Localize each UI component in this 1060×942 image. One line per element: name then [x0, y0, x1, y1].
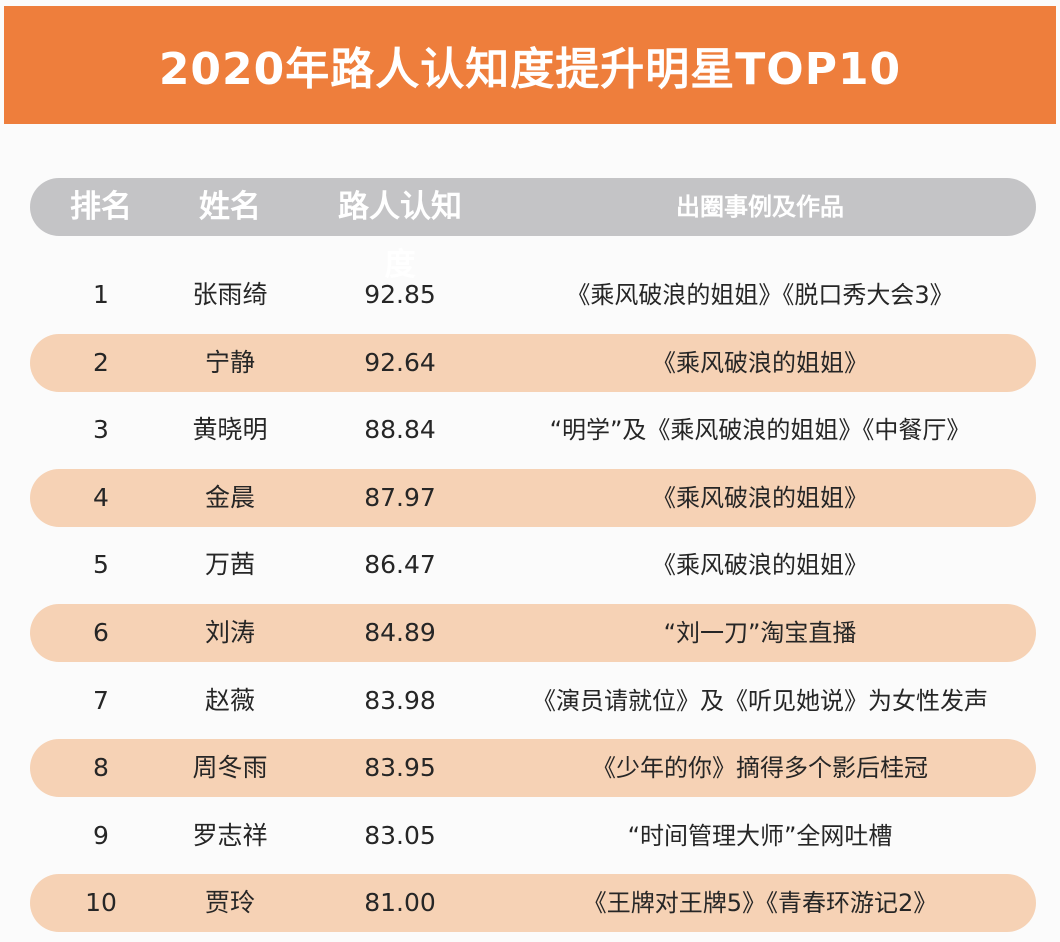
works-cell: 《演员请就位》及《听见她说》为女性发声 [532, 687, 988, 715]
works-cell: 《王牌对王牌5》《青春环游记2》 [582, 889, 938, 917]
rank-cell: 10 [85, 888, 117, 917]
table-row: 4 金晨 87.97 《乘风破浪的姐姐》 [30, 469, 1036, 527]
works-cell: “时间管理大师”全网吐槽 [627, 822, 893, 850]
name-cell: 罗志祥 [192, 821, 268, 850]
works-cell: 《少年的你》摘得多个影后桂冠 [592, 754, 928, 782]
table-row: 5 万茜 86.47 《乘风破浪的姐姐》 [30, 536, 1036, 594]
name-cell: 金晨 [204, 483, 255, 512]
table-row: 1 张雨绮 92.85 《乘风破浪的姐姐》《脱口秀大会3》 [30, 266, 1036, 324]
works-cell: 《乘风破浪的姐姐》 [652, 484, 868, 512]
table-row: 3 黄晓明 88.84 “明学”及《乘风破浪的姐姐》《中餐厅》 [30, 401, 1036, 459]
rank-cell: 1 [93, 280, 109, 309]
works-cell: “刘一刀”淘宝直播 [663, 619, 857, 647]
score-cell: 83.95 [364, 753, 436, 782]
score-cell: 84.89 [364, 618, 436, 647]
score-cell: 92.85 [364, 280, 436, 309]
header-rank: 排名 [70, 189, 132, 225]
rank-cell: 9 [93, 821, 109, 850]
header-works: 出圈事例及作品 [676, 193, 844, 221]
score-cell: 83.05 [364, 821, 436, 850]
score-cell: 88.84 [364, 415, 436, 444]
table-row: 8 周冬雨 83.95 《少年的你》摘得多个影后桂冠 [30, 739, 1036, 797]
name-cell: 赵薇 [204, 686, 255, 715]
rank-cell: 8 [93, 753, 109, 782]
page-title: 2020年路人认知度提升明星TOP10 [158, 44, 902, 95]
rank-cell: 5 [93, 550, 109, 579]
rank-cell: 4 [93, 483, 109, 512]
name-cell: 张雨绮 [192, 280, 268, 309]
works-cell: 《乘风破浪的姐姐》 [652, 349, 868, 377]
name-cell: 万茜 [204, 550, 255, 579]
table-row: 2 宁静 92.64 《乘风破浪的姐姐》 [30, 334, 1036, 392]
name-cell: 贾玲 [204, 888, 255, 917]
name-cell: 周冬雨 [192, 753, 268, 782]
rank-cell: 2 [93, 348, 109, 377]
score-cell: 92.64 [364, 348, 436, 377]
score-cell: 87.97 [364, 483, 436, 512]
table-row: 9 罗志祥 83.05 “时间管理大师”全网吐槽 [30, 807, 1036, 865]
table-row: 7 赵薇 83.98 《演员请就位》及《听见她说》为女性发声 [30, 672, 1036, 730]
rank-cell: 7 [93, 686, 109, 715]
rank-cell: 3 [93, 415, 109, 444]
table-header: 排名 姓名 路人认知度 出圈事例及作品 [30, 178, 1036, 283]
table-row: 6 刘涛 84.89 “刘一刀”淘宝直播 [30, 604, 1036, 662]
name-cell: 宁静 [204, 348, 255, 377]
works-cell: 《乘风破浪的姐姐》 [652, 551, 868, 579]
works-cell: 《乘风破浪的姐姐》《脱口秀大会3》 [566, 281, 954, 309]
works-cell: “明学”及《乘风破浪的姐姐》《中餐厅》 [549, 416, 971, 444]
score-cell: 81.00 [364, 888, 436, 917]
rank-cell: 6 [93, 618, 109, 647]
title-banner: 2020年路人认知度提升明星TOP10 [4, 6, 1056, 124]
score-cell: 86.47 [364, 550, 436, 579]
header-score: 路人认知度 [338, 189, 462, 283]
score-cell: 83.98 [364, 686, 436, 715]
name-cell: 刘涛 [204, 618, 255, 647]
header-name: 姓名 [199, 189, 261, 225]
table-row: 10 贾玲 81.00 《王牌对王牌5》《青春环游记2》 [30, 874, 1036, 932]
name-cell: 黄晓明 [192, 415, 268, 444]
